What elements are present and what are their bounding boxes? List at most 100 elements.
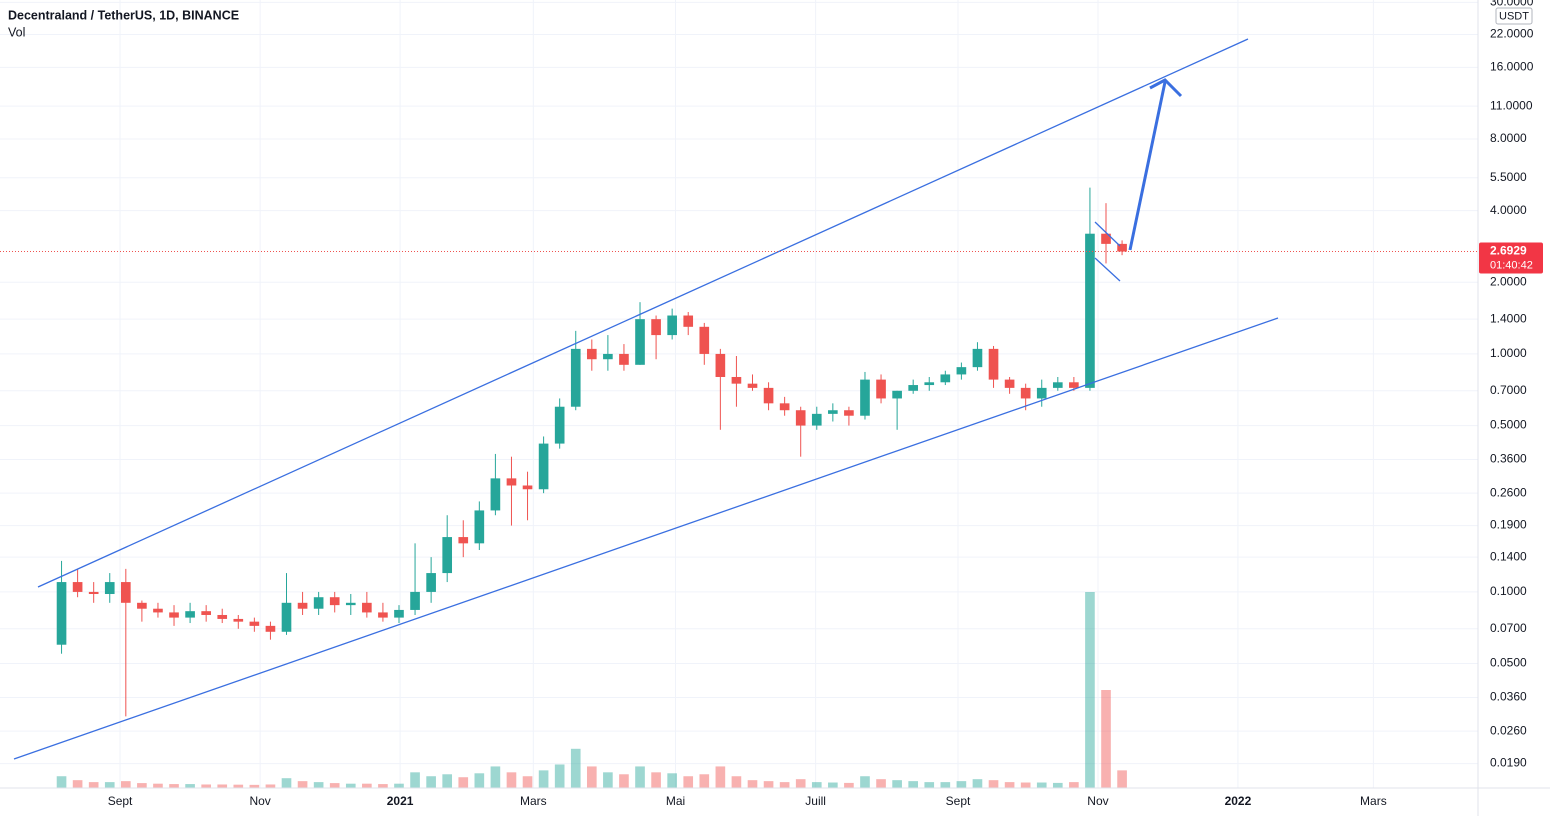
- candle-body: [442, 537, 453, 574]
- y-tick-label: 0.1900: [1490, 518, 1527, 532]
- y-tick-label: 1.4000: [1490, 311, 1527, 325]
- candle-body: [683, 315, 694, 327]
- x-tick-label: Sept: [108, 794, 133, 808]
- y-tick-label: 30.0000: [1490, 0, 1534, 9]
- grid: [0, 0, 1478, 788]
- candle-body: [490, 478, 501, 511]
- volume-bar: [603, 772, 613, 788]
- candle-body: [249, 621, 260, 626]
- y-tick-label: 16.0000: [1490, 60, 1534, 74]
- countdown: 01:40:42: [1490, 259, 1533, 271]
- candle-body: [1069, 382, 1079, 388]
- volume-bar: [1004, 782, 1015, 788]
- candle-body: [104, 582, 115, 595]
- volume-bar: [362, 783, 372, 788]
- x-tick-label: Nov: [1087, 794, 1108, 808]
- y-tick-label: 0.7000: [1490, 383, 1527, 397]
- volume-bar: [988, 780, 999, 788]
- y-tick-label: 0.0260: [1490, 723, 1527, 737]
- volume-bar: [104, 782, 115, 788]
- candle-body: [313, 597, 324, 609]
- volume-bar: [1085, 592, 1095, 788]
- x-tick-label: 2022: [1225, 794, 1252, 808]
- candle-body: [137, 602, 147, 609]
- volume-bar: [892, 780, 902, 788]
- volume-bar: [410, 772, 420, 788]
- candle-body: [88, 591, 99, 595]
- pennant-line: [1094, 221, 1121, 247]
- volume-bar: [956, 781, 967, 788]
- candle-body: [860, 379, 870, 416]
- y-tick-label: 4.0000: [1490, 203, 1527, 217]
- currency: USDT: [1499, 10, 1529, 22]
- currency-box[interactable]: [1495, 7, 1533, 25]
- volume-bar: [1020, 782, 1031, 788]
- volume-bar: [860, 776, 870, 788]
- volume-bar: [426, 776, 436, 788]
- candle-body: [458, 537, 469, 544]
- volume-bar: [844, 782, 854, 788]
- volume-bar: [972, 779, 983, 788]
- candle-body: [699, 326, 710, 354]
- volume-bar: [1036, 782, 1047, 788]
- volume-bar: [506, 772, 517, 788]
- volume-bar: [169, 784, 179, 788]
- y-tick-label: 22.0000: [1490, 27, 1534, 41]
- volume-bar: [297, 781, 308, 788]
- volume-bar: [699, 774, 710, 788]
- candle-body: [410, 591, 420, 610]
- volume-bar: [715, 766, 726, 788]
- y-tick-label: 11.0000: [1490, 98, 1533, 112]
- candle-body: [1020, 387, 1031, 399]
- candle-body: [731, 376, 742, 384]
- volume-bar: [378, 784, 388, 788]
- volume-bar: [538, 770, 549, 788]
- candle-body: [345, 602, 356, 606]
- volume-bar: [153, 783, 163, 788]
- candle-body: [233, 618, 244, 622]
- volume-bar: [281, 778, 292, 788]
- x-tick-label: Sept: [946, 794, 971, 808]
- volume-bar: [586, 766, 597, 788]
- y-tick-label: 0.1000: [1490, 584, 1527, 598]
- candle-body: [522, 485, 533, 490]
- volume-bar: [522, 776, 533, 788]
- volume-bar: [137, 783, 147, 788]
- candles: [56, 187, 1127, 717]
- candle-body: [265, 625, 276, 632]
- volume-bar: [908, 781, 919, 788]
- candle-body: [1036, 387, 1047, 399]
- candle-body: [603, 353, 613, 360]
- candle-body: [715, 353, 726, 377]
- volume-bar: [1052, 782, 1063, 788]
- volume-bar: [56, 776, 67, 788]
- candle-body: [1004, 379, 1015, 388]
- y-tick-label: 0.0360: [1490, 690, 1527, 704]
- y-tick-label: 0.0500: [1490, 656, 1527, 670]
- candle-body: [988, 348, 999, 380]
- volume-bar: [249, 784, 260, 788]
- volume-bar: [120, 781, 131, 788]
- x-tick-label: Mai: [666, 794, 685, 808]
- x-tick-label: Nov: [249, 794, 270, 808]
- candle-body: [844, 410, 854, 416]
- volume-bar: [619, 774, 629, 788]
- candle-body: [876, 379, 886, 399]
- candle-body: [1085, 233, 1095, 388]
- volume-bar: [185, 784, 195, 788]
- candle-body: [828, 410, 838, 414]
- candle-body: [1101, 233, 1111, 244]
- x-tick-label: Mars: [1360, 794, 1387, 808]
- volume-bar: [683, 776, 694, 788]
- candle-body: [924, 382, 935, 386]
- y-tick-label: 5.5000: [1490, 170, 1527, 184]
- volume-bar: [811, 782, 822, 788]
- volume-bar: [1069, 782, 1079, 788]
- candle-body: [554, 406, 565, 444]
- candle-body: [956, 367, 967, 375]
- candle-body: [763, 387, 774, 404]
- volume-bar: [795, 779, 806, 788]
- volume-bar: [458, 777, 469, 788]
- target-arrow: [1128, 81, 1167, 251]
